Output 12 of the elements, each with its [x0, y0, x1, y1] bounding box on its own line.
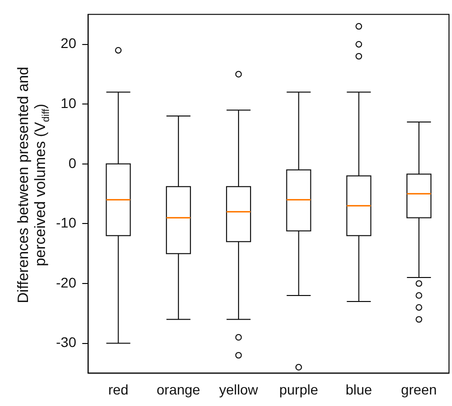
- y-tick-label: 20: [60, 35, 76, 52]
- y-tick-label: 10: [60, 94, 76, 111]
- y-tick-label: -30: [56, 334, 76, 350]
- x-tick-label: orange: [156, 381, 200, 398]
- x-tick-label: purple: [279, 381, 318, 398]
- x-tick-label: green: [401, 381, 437, 398]
- y-tick-label: 0: [68, 154, 76, 171]
- x-tick-label: yellow: [219, 381, 259, 398]
- y-tick-label: -10: [56, 214, 76, 231]
- x-tick-label: blue: [346, 381, 372, 398]
- y-tick-label: -20: [56, 274, 76, 290]
- x-tick-label: red: [108, 381, 128, 398]
